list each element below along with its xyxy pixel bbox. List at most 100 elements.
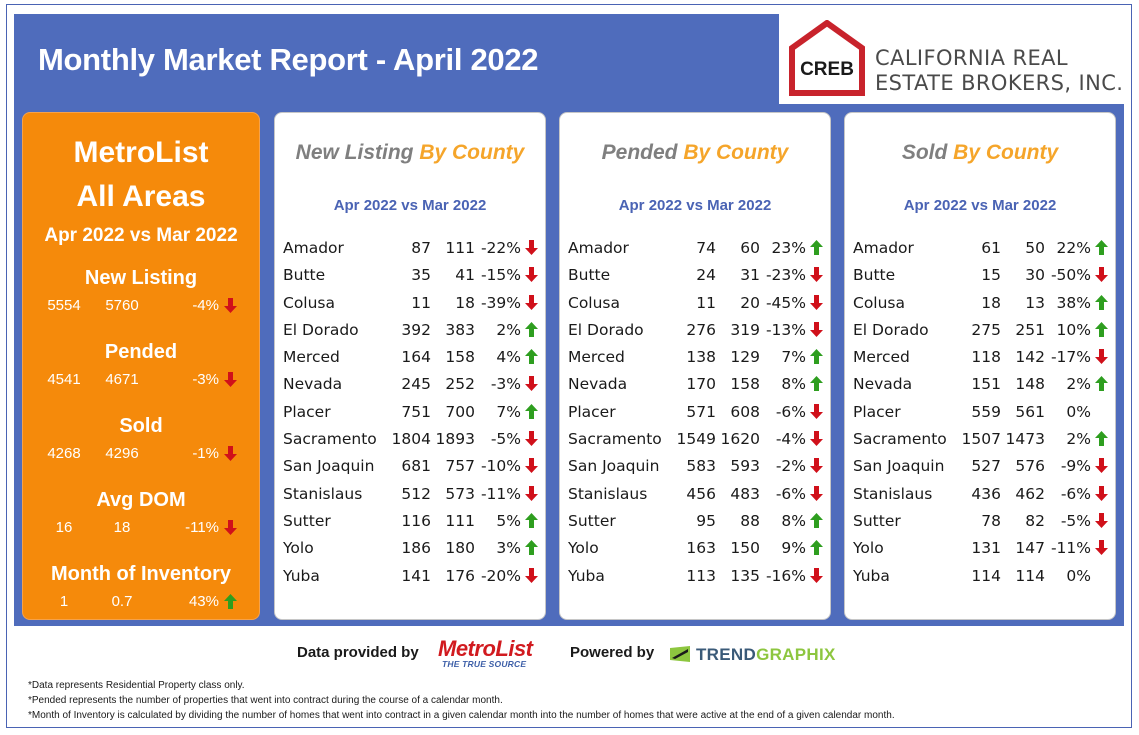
current-value: 1549 — [676, 430, 716, 449]
summary-stat-current: 1 — [59, 593, 69, 610]
percent-change: 0% — [1066, 566, 1091, 585]
footnotes: *Data represents Residential Property cl… — [28, 678, 895, 723]
previous-value: 158 — [730, 375, 760, 394]
footnote: *Data represents Residential Property cl… — [28, 680, 245, 691]
county-name: Amador — [568, 239, 629, 257]
footnote: *Month of Inventory is calculated by div… — [28, 710, 895, 721]
metrolist-summary-panel: MetroList All Areas Apr 2022 vs Mar 2022… — [22, 112, 260, 620]
arrow-down-icon — [810, 321, 823, 337]
arrow-down-icon — [525, 294, 538, 310]
table-row: Yolo 186 180 3% — [275, 539, 545, 566]
percent-change: -2% — [775, 457, 806, 476]
current-value: 78 — [981, 511, 1001, 530]
previous-value: 150 — [730, 539, 760, 558]
current-value: 95 — [696, 511, 716, 530]
previous-value: 1893 — [435, 430, 475, 449]
summary-stat-current: 4268 — [47, 445, 81, 462]
percent-change: -45% — [765, 293, 806, 312]
percent-change: -9% — [1060, 457, 1091, 476]
arrow-down-icon — [525, 431, 538, 447]
previous-value: 1473 — [1005, 430, 1045, 449]
county-name: Nevada — [283, 375, 343, 394]
county-name: Yolo — [853, 539, 884, 558]
percent-change: -3% — [490, 375, 521, 394]
panel-title-metric: New Listing — [295, 141, 414, 164]
panel-period: Apr 2022 vs Mar 2022 — [903, 197, 1057, 214]
table-row: Merced 138 129 7% — [560, 348, 830, 375]
previous-value: 111 — [445, 239, 475, 257]
table-row: Stanislaus 456 483 -6% — [560, 485, 830, 512]
current-value: 11 — [411, 293, 431, 312]
current-value: 559 — [971, 402, 1001, 421]
percent-change: 4% — [496, 348, 521, 367]
previous-value: 13 — [1025, 293, 1045, 312]
previous-value: 573 — [445, 484, 475, 503]
arrow-down-icon — [525, 458, 538, 474]
percent-change: -5% — [490, 430, 521, 449]
summary-stat-previous: 5760 — [105, 297, 139, 314]
arrow-down-icon — [224, 298, 237, 313]
current-value: 138 — [686, 348, 716, 367]
arrow-down-icon — [525, 267, 538, 283]
county-name: Sacramento — [853, 430, 947, 449]
arrow-up-icon — [810, 512, 823, 528]
table-row: Butte 15 30 -50% — [845, 266, 1115, 293]
summary-stat-previous: 18 — [113, 519, 131, 536]
table-row: Sacramento 1804 1893 -5% — [275, 430, 545, 457]
previous-value: 700 — [445, 402, 475, 421]
percent-change: 7% — [781, 348, 806, 367]
table-row: Colusa 11 18 -39% — [275, 294, 545, 321]
summary-period: Apr 2022 vs Mar 2022 — [44, 225, 238, 246]
table-row: Butte 24 31 -23% — [560, 266, 830, 293]
panel-title-metric: Pended — [601, 141, 678, 164]
arrow-down-icon — [1095, 540, 1108, 556]
current-value: 24 — [696, 266, 716, 285]
percent-change: -16% — [765, 566, 806, 585]
previous-value: 180 — [445, 539, 475, 558]
percent-change: 38% — [1056, 293, 1091, 312]
summary-stat-change: -4% — [192, 297, 219, 314]
metrolist-logo-tagline: THE TRUE SOURCE — [442, 659, 527, 669]
county-name: Placer — [283, 402, 331, 421]
percent-change: 8% — [781, 375, 806, 394]
panel-period: Apr 2022 vs Mar 2022 — [618, 197, 772, 214]
percent-change: -17% — [1050, 348, 1091, 367]
percent-change: -11% — [480, 484, 521, 503]
current-value: 87 — [411, 239, 431, 257]
percent-change: -13% — [765, 320, 806, 339]
arrow-up-icon — [525, 349, 538, 365]
table-row: Sutter 78 82 -5% — [845, 512, 1115, 539]
table-row: Colusa 11 20 -45% — [560, 294, 830, 321]
previous-value: 111 — [445, 511, 475, 530]
arrow-up-icon — [1095, 294, 1108, 310]
arrow-up-icon — [810, 240, 823, 255]
current-value: 681 — [401, 457, 431, 476]
county-table: Amador 87 111 -22% Butte 35 41 -15% Colusa 11 18 -3… — [275, 239, 545, 594]
percent-change: -20% — [480, 566, 521, 585]
table-row: Merced 118 142 -17% — [845, 348, 1115, 375]
percent-change: -15% — [480, 266, 521, 285]
arrow-down-icon — [224, 446, 237, 461]
arrow-up-icon — [525, 321, 538, 337]
county-name: Colusa — [853, 293, 906, 312]
current-value: 392 — [401, 320, 431, 339]
arrow-up-icon — [1095, 321, 1108, 337]
county-name: Butte — [283, 266, 326, 285]
summary-title-line1: MetroList — [73, 136, 209, 169]
current-value: 116 — [401, 511, 431, 530]
previous-value: 30 — [1025, 266, 1045, 285]
county-name: Amador — [283, 239, 344, 257]
percent-change: -11% — [1050, 539, 1091, 558]
county-name: Yolo — [568, 539, 599, 558]
previous-value: 41 — [455, 266, 475, 285]
current-value: 571 — [686, 402, 716, 421]
previous-value: 593 — [730, 457, 760, 476]
previous-value: 252 — [445, 375, 475, 394]
table-row: Placer 559 561 0% — [845, 403, 1115, 430]
previous-value: 20 — [740, 293, 760, 312]
panel-title: Pended By County — [560, 141, 830, 165]
summary-stat-previous: 0.7 — [111, 593, 133, 610]
arrow-up-icon — [1095, 240, 1108, 255]
creb-logo: CREB CALIFORNIA REAL ESTATE BROKERS, INC… — [779, 14, 1124, 104]
percent-change: 0% — [1066, 402, 1091, 421]
